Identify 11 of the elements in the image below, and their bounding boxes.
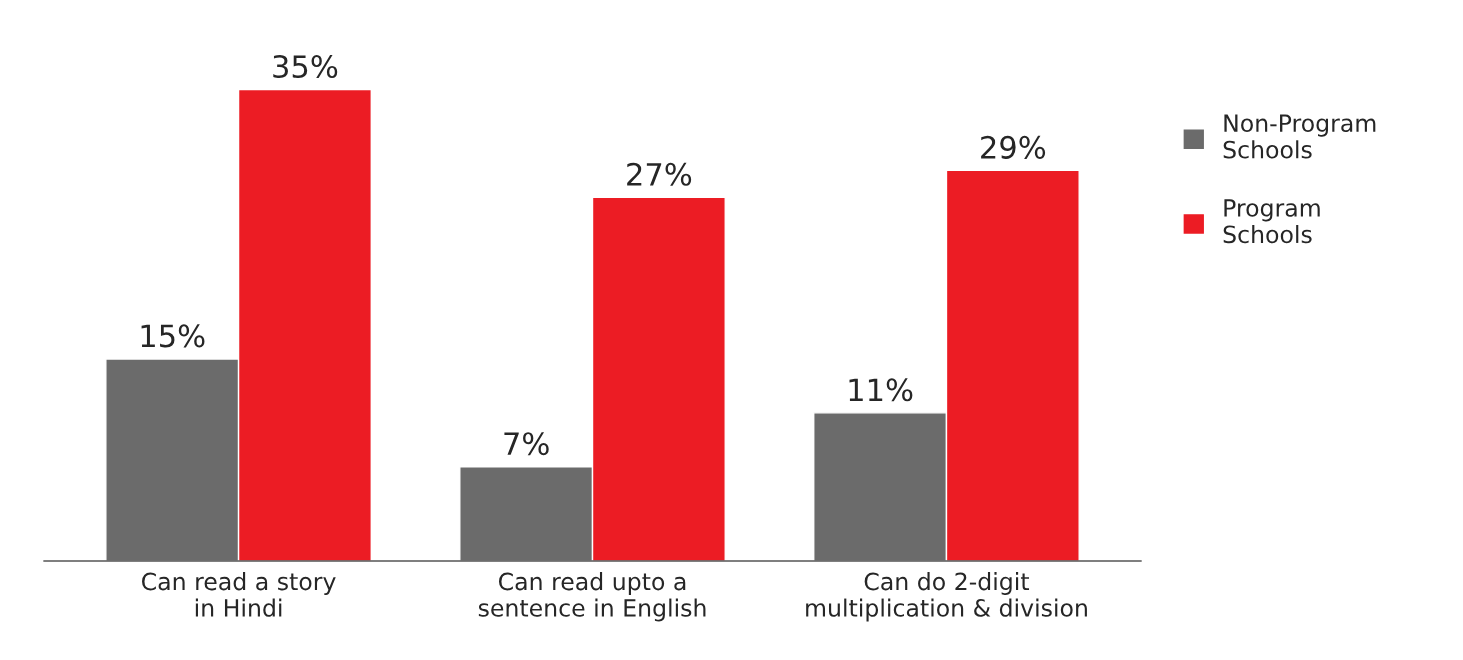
- data-label: 35%: [273, 54, 338, 79]
- x-tick-label: Can do 2-digit multiplication & division: [806, 572, 1087, 622]
- legend-label: Program Schools: [1223, 199, 1320, 244]
- data-label: 27%: [627, 162, 692, 186]
- data-label: 11%: [849, 378, 913, 402]
- legend-label: Non-Program Schools: [1223, 114, 1376, 159]
- data-label: 29%: [981, 135, 1046, 159]
- x-tick-label: Can read a story in Hindi: [142, 572, 336, 617]
- data-label: 15%: [141, 324, 205, 348]
- x-tick-label: Can read upto a sentence in English: [478, 572, 706, 622]
- data-label: 7%: [504, 432, 549, 456]
